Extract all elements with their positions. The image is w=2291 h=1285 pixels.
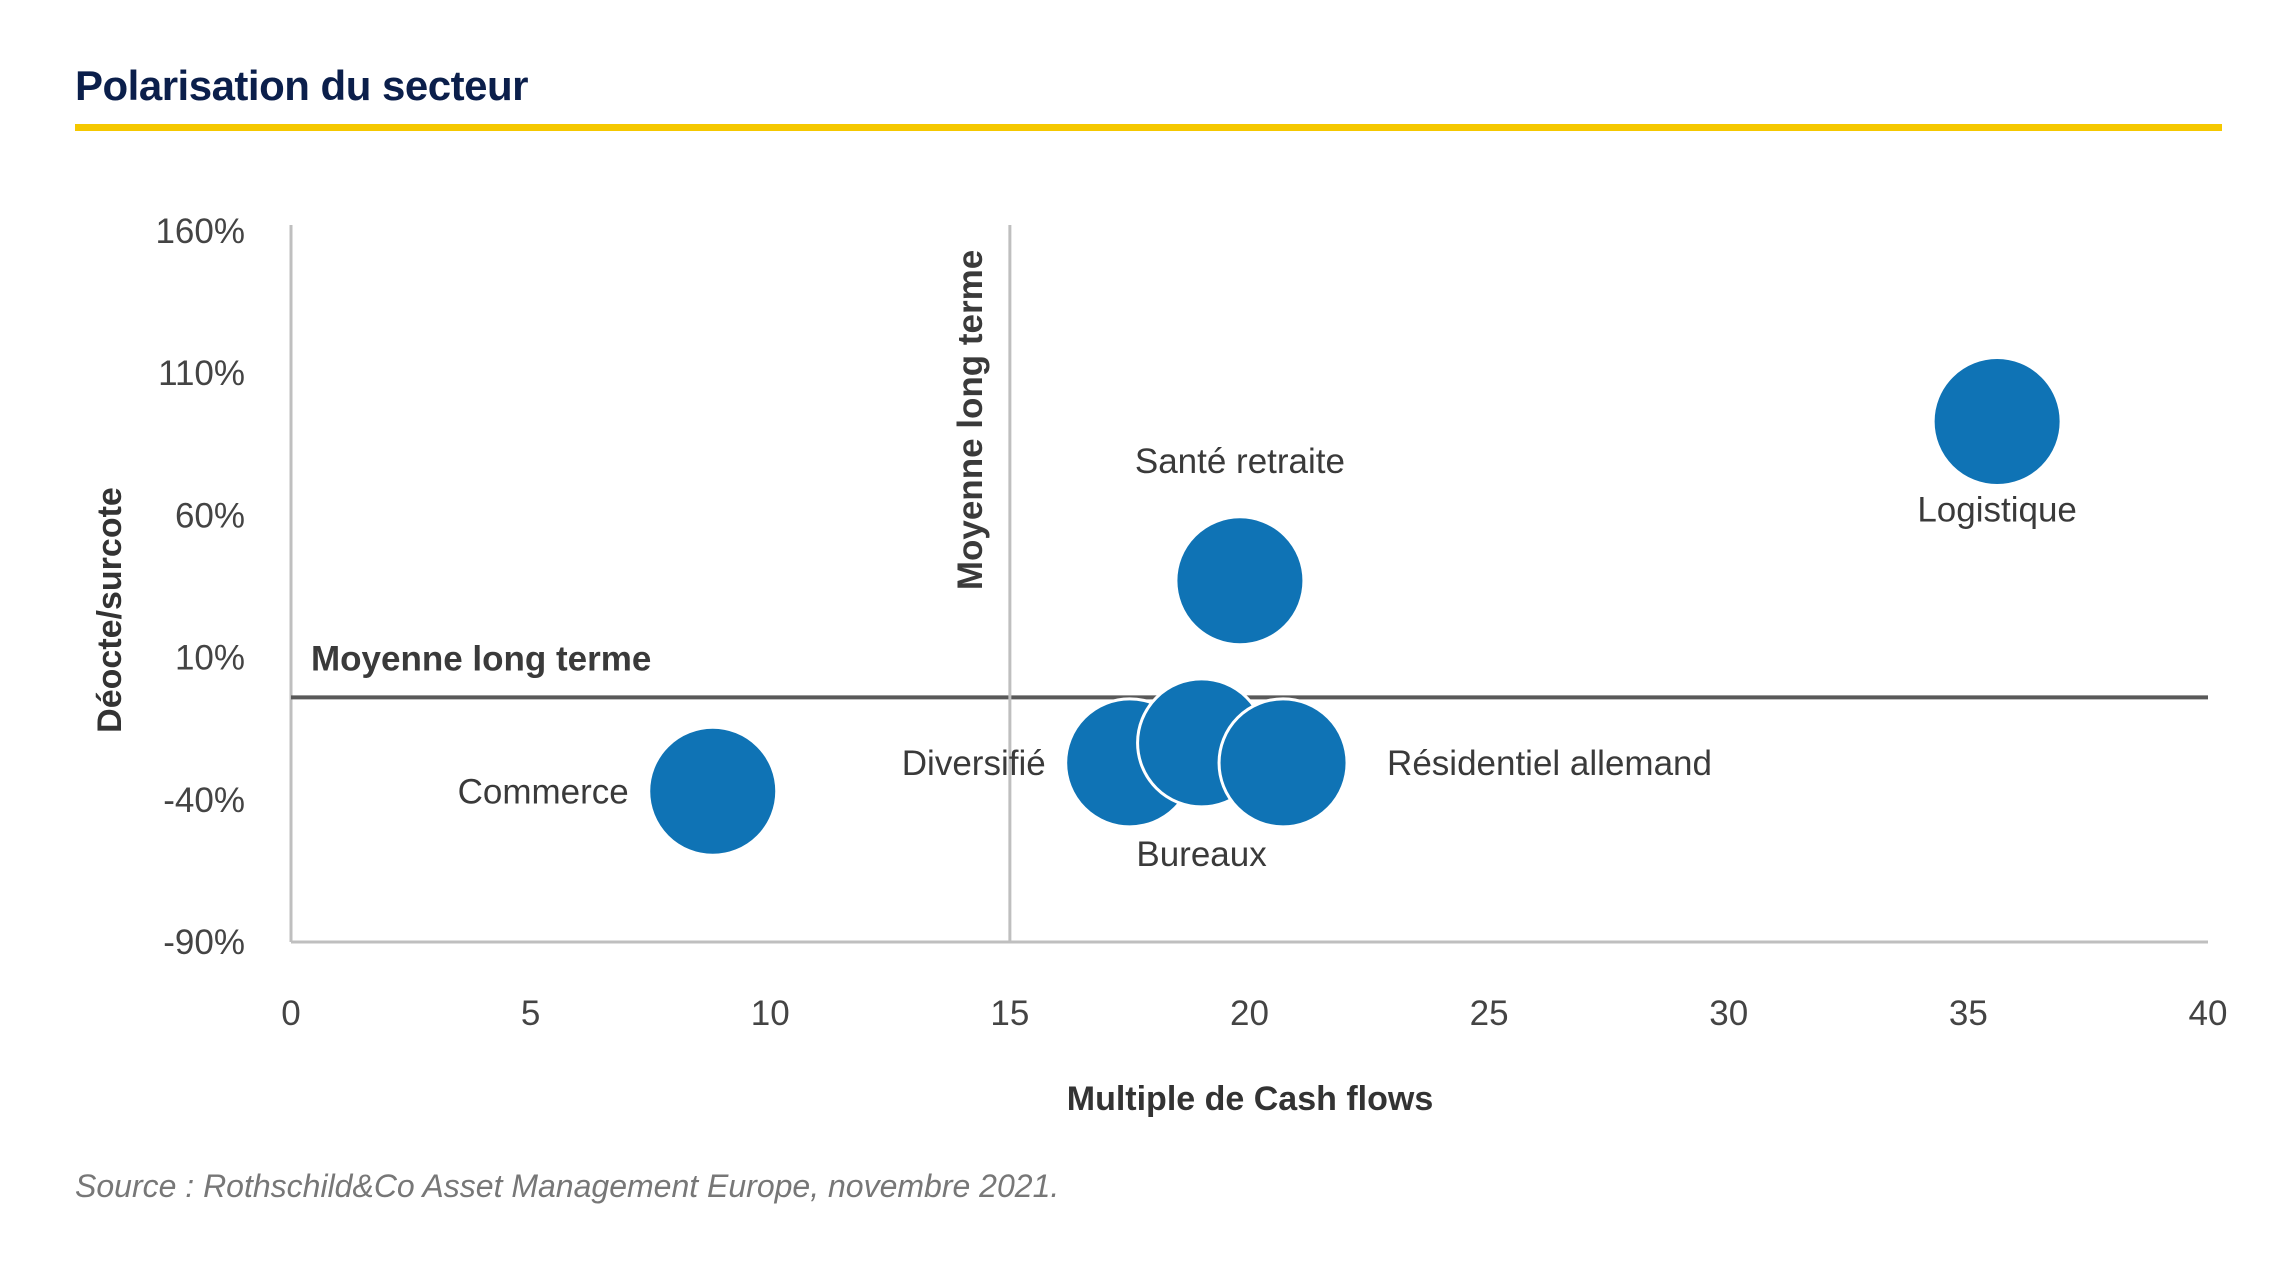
bubble-point xyxy=(647,725,779,857)
bubble-label: Logistique xyxy=(1917,491,2077,530)
x-tick-label: 5 xyxy=(521,994,540,1033)
x-tick-label: 0 xyxy=(281,994,300,1033)
x-tick-label: 30 xyxy=(1709,994,1748,1033)
bubble-point xyxy=(1931,356,2063,488)
y-tick-label: -90% xyxy=(163,923,245,962)
y-axis-title: Déocte/surcote xyxy=(91,487,129,733)
x-tick-label: 35 xyxy=(1949,994,1988,1033)
bubble-label: Bureaux xyxy=(1136,835,1267,874)
y-tick-label: -40% xyxy=(163,781,245,820)
bubble-point xyxy=(1217,697,1349,829)
y-tick-label: 110% xyxy=(158,354,245,393)
bubble-label: Santé retraite xyxy=(1135,442,1345,481)
data-points: Commerce Diversifié Bureaux Résidentiel all… xyxy=(458,356,2077,874)
y-tick-label: 10% xyxy=(175,639,245,678)
tick-labels: 0 5 10 15 20 25 30 35 40 -90% -40% 10% 60% 110% 160% xyxy=(155,212,2227,1033)
title-underline xyxy=(75,124,2222,131)
bubble-label: Résidentiel allemand xyxy=(1387,744,1712,783)
x-axis-title: Multiple de Cash flows xyxy=(1067,1080,1433,1118)
reference-lines: Moyenne long terme Moyenne long terme xyxy=(291,225,2208,942)
x-tick-label: 15 xyxy=(990,994,1029,1033)
x-tick-label: 25 xyxy=(1470,994,1509,1033)
y-tick-label: 160% xyxy=(155,212,245,251)
x-tick-label: 10 xyxy=(751,994,790,1033)
reference-label-horizontal: Moyenne long terme xyxy=(311,639,651,678)
x-tick-label: 40 xyxy=(2189,994,2228,1033)
reference-label-vertical: Moyenne long terme xyxy=(951,250,990,590)
source-note: Source : Rothschild&Co Asset Management … xyxy=(75,1168,1060,1204)
bubble-label: Commerce xyxy=(458,772,629,811)
axes xyxy=(289,225,2208,944)
x-tick-label: 20 xyxy=(1230,994,1269,1033)
bubble-point xyxy=(1174,515,1306,647)
y-tick-label: 60% xyxy=(175,496,245,535)
bubble-label: Diversifié xyxy=(902,744,1046,783)
chart-title: Polarisation du secteur xyxy=(75,62,528,109)
